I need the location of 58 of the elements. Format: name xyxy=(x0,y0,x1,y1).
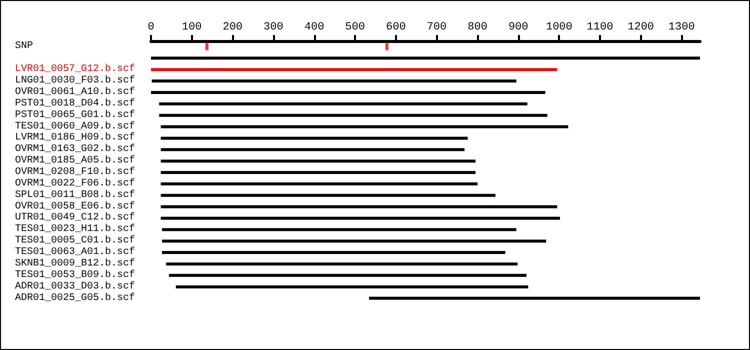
y-tick-label: SPL01_0011_B08.b.scf xyxy=(15,188,136,201)
y-tick-label: SKNB1_0009_B12.b.scf xyxy=(15,257,136,270)
y-tick-label: UTR01_0049_C12.b.scf xyxy=(15,212,136,224)
bar xyxy=(152,80,516,83)
bar xyxy=(151,56,700,60)
bar xyxy=(162,228,516,232)
bar xyxy=(162,240,546,243)
y-tick-label: OVRM1_0208_F10.b.scf xyxy=(15,166,136,178)
x-tick-label: 200 xyxy=(222,22,243,34)
y-tick-label: OVRM1_0022_F06.b.scf xyxy=(15,177,136,190)
y-tick-label: TES01_0053_B09.b.scf xyxy=(15,268,136,281)
bar xyxy=(368,296,700,300)
bar xyxy=(159,114,548,117)
bar xyxy=(151,90,546,94)
bar xyxy=(162,251,506,254)
bar xyxy=(168,274,527,277)
bar xyxy=(151,68,558,72)
y-tick-label: TES01_0005_C01.b.scf xyxy=(15,234,136,247)
x-tick-label: 1100 xyxy=(586,22,614,34)
y-tick-label: ADR01_0033_D03.b.scf xyxy=(15,280,136,292)
bar xyxy=(160,194,496,197)
x-tick-label: 500 xyxy=(345,22,365,34)
y-tick-label: OVRM1_0163_G02.b.scf xyxy=(15,143,136,156)
bar xyxy=(159,102,528,106)
y-tick-label: OVR01_0061_A10.b.scf xyxy=(15,86,136,98)
bar xyxy=(160,182,478,186)
y-tick-label: SNP xyxy=(15,41,34,52)
y-tick-label: OVR01_0058_E06.b.scf xyxy=(15,200,136,212)
bar xyxy=(160,171,476,174)
bar xyxy=(160,136,468,140)
x-tick-label: 300 xyxy=(264,22,284,34)
y-tick-label: PST01_0065_G01.b.scf xyxy=(15,108,136,121)
bar xyxy=(176,285,528,288)
bar xyxy=(166,262,518,266)
y-tick-label: LNG01_0030_F03.b.scf xyxy=(15,74,136,87)
bar xyxy=(160,125,568,128)
x-tick-label: 1200 xyxy=(628,22,654,34)
y-tick-label: ADR01_0025_G05.b.scf xyxy=(15,292,136,304)
bar xyxy=(160,160,476,163)
x-tick-label: 700 xyxy=(426,22,447,34)
x-tick-label: 900 xyxy=(508,22,528,34)
x-tick-label: 100 xyxy=(182,22,202,34)
x-tick-label: 400 xyxy=(304,22,324,34)
y-tick-label: TES01_0063_A01.b.scf xyxy=(15,246,136,258)
x-tick-label: 1000 xyxy=(546,22,572,34)
bar xyxy=(160,205,558,208)
y-tick-label: PST01_0018_D04.b.scf xyxy=(15,97,136,110)
y-tick-label: LVRM1_0186_H09.b.scf xyxy=(15,132,136,144)
bar xyxy=(160,216,560,220)
y-tick-label: TES01_0060_A09.b.scf xyxy=(15,120,136,132)
y-tick-label: TES01_0023_H11.b.scf xyxy=(15,223,136,236)
x-tick-label: 0 xyxy=(148,22,154,34)
x-tick-label: 800 xyxy=(468,22,488,34)
bar xyxy=(160,148,464,152)
y-tick-label: OVRM1_0185_A05.b.scf xyxy=(15,154,136,167)
x-tick-label: 1300 xyxy=(668,22,695,34)
x-tick-label: 600 xyxy=(386,22,406,34)
y-tick-label: LVR01_0057_G12.b.scf xyxy=(15,63,136,76)
